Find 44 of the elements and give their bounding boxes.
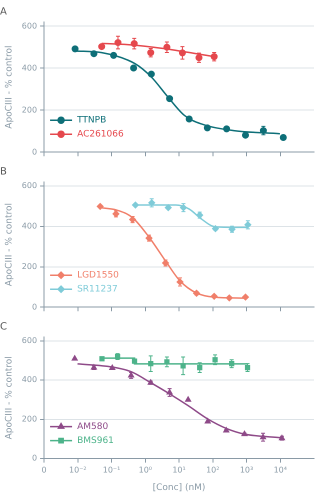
x-tick-label: 10⁰ [138, 465, 152, 474]
point [166, 95, 174, 102]
x-tick-label: 10⁴ [274, 465, 287, 474]
legend-label: SR11237 [77, 284, 118, 295]
x-tick-label: 10⁻¹ [102, 465, 120, 474]
point [148, 70, 155, 78]
y-tick-label: 0 [32, 147, 38, 156]
legend-label: BMS961 [77, 436, 114, 446]
y-tick-label: 400 [22, 63, 38, 72]
y-tick-label: 200 [22, 414, 38, 424]
y-tick-label: 600 [22, 336, 38, 345]
chart-title: C [0, 322, 7, 333]
legend-label: TTNPB [76, 116, 106, 126]
x-tick-label: 10³ [240, 465, 254, 474]
point [280, 134, 287, 141]
y-tick-label: 0 [32, 302, 38, 312]
legend-label: AC261066 [77, 130, 124, 140]
point [186, 116, 193, 123]
x-tick-label: 10⁻² [69, 465, 87, 474]
chart-title: B [0, 166, 7, 178]
point [223, 125, 230, 132]
y-axis-title: ApoCIII - % control [4, 46, 15, 129]
x-tick-label: 0 [42, 465, 47, 474]
y-tick-label: 400 [22, 375, 38, 384]
point [90, 50, 98, 58]
x-tick-label: 10² [206, 465, 220, 474]
x-axis-title: [Conc] (nM) [152, 482, 206, 493]
y-tick-label: 200 [22, 262, 38, 271]
x-tick-label: 10¹ [172, 465, 186, 474]
point [72, 45, 79, 52]
y-axis-title: ApoCIII - % control [4, 356, 15, 440]
point [204, 124, 211, 132]
legend-label: AM580 [77, 422, 108, 432]
chart-title: A [0, 6, 7, 18]
point [242, 132, 249, 139]
y-tick-label: 0 [32, 454, 38, 463]
legend-label: LGD1550 [77, 270, 120, 281]
point [110, 52, 118, 59]
y-tick-label: 200 [22, 105, 38, 114]
y-axis-title: ApoCIII - % control [4, 203, 15, 286]
y-tick-label: 600 [22, 21, 38, 30]
point [130, 64, 138, 72]
y-tick-label: 600 [22, 181, 38, 190]
y-tick-label: 400 [22, 222, 38, 231]
